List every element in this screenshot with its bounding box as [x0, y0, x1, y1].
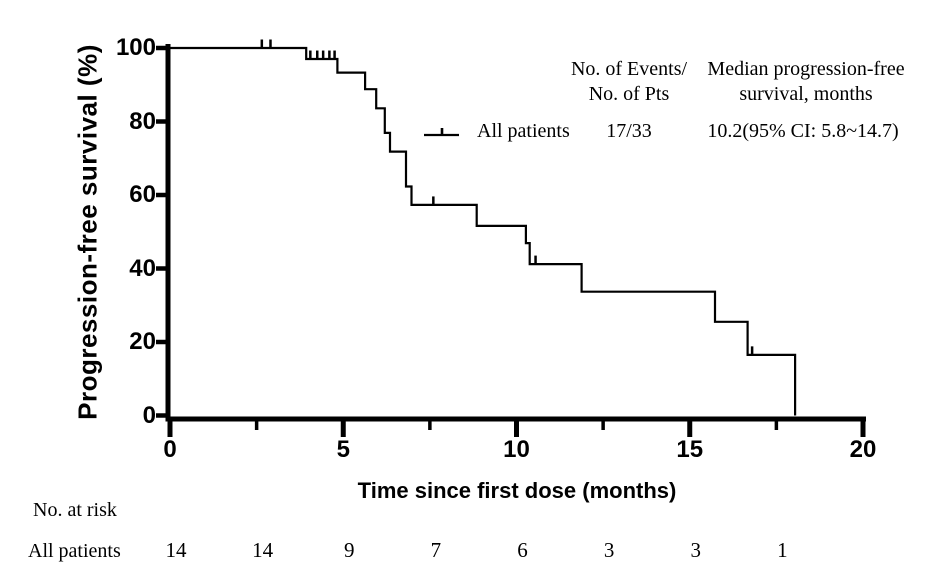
- legend-series-label: All patients: [477, 120, 570, 142]
- at-risk-count: 14: [252, 538, 274, 562]
- y-tick-label: 100: [115, 34, 156, 61]
- x-tick-label: 5: [336, 436, 350, 463]
- y-axis-title: Progression-free survival (%): [72, 44, 103, 420]
- median-column-header: Median progression-free survival, months: [707, 57, 904, 107]
- events-column-header: No. of Events/ No. of Pts: [571, 57, 687, 107]
- y-tick-label: 60: [129, 181, 156, 208]
- median-header-line2: survival, months: [739, 83, 873, 105]
- x-tick-label: 20: [849, 436, 877, 463]
- at-risk-title: No. at risk: [33, 499, 117, 521]
- y-tick-label: 40: [129, 254, 156, 282]
- at-risk-count: 9: [344, 538, 355, 562]
- at-risk-count: 7: [430, 538, 442, 562]
- events-value: 17/33: [606, 120, 652, 142]
- events-header-line2: No. of Pts: [588, 83, 670, 105]
- median-value: 10.2(95% CI: 5.8~14.7): [707, 120, 899, 142]
- at-risk-count: 14: [165, 538, 187, 562]
- x-tick-label: 15: [676, 436, 704, 463]
- y-tick-label: 0: [142, 401, 156, 429]
- at-risk-count: 6: [517, 538, 528, 562]
- km-step-curve: [170, 46, 797, 416]
- y-tick-label: 20: [129, 328, 156, 355]
- median-header-line1: Median progression-free: [707, 58, 905, 80]
- at-risk-row-label: All patients: [28, 540, 121, 562]
- km-censor-legend-symbol: [424, 128, 459, 137]
- events-header-line1: No. of Events/: [570, 58, 688, 80]
- at-risk-count: 3: [690, 538, 702, 562]
- y-tick-label: 80: [129, 107, 156, 135]
- at-risk-count: 3: [603, 538, 615, 562]
- x-tick-label: 0: [163, 436, 177, 463]
- x-tick-label: 10: [503, 436, 530, 463]
- at-risk-count: 1: [777, 538, 788, 562]
- x-axis-title: Time since first dose (months): [357, 478, 677, 503]
